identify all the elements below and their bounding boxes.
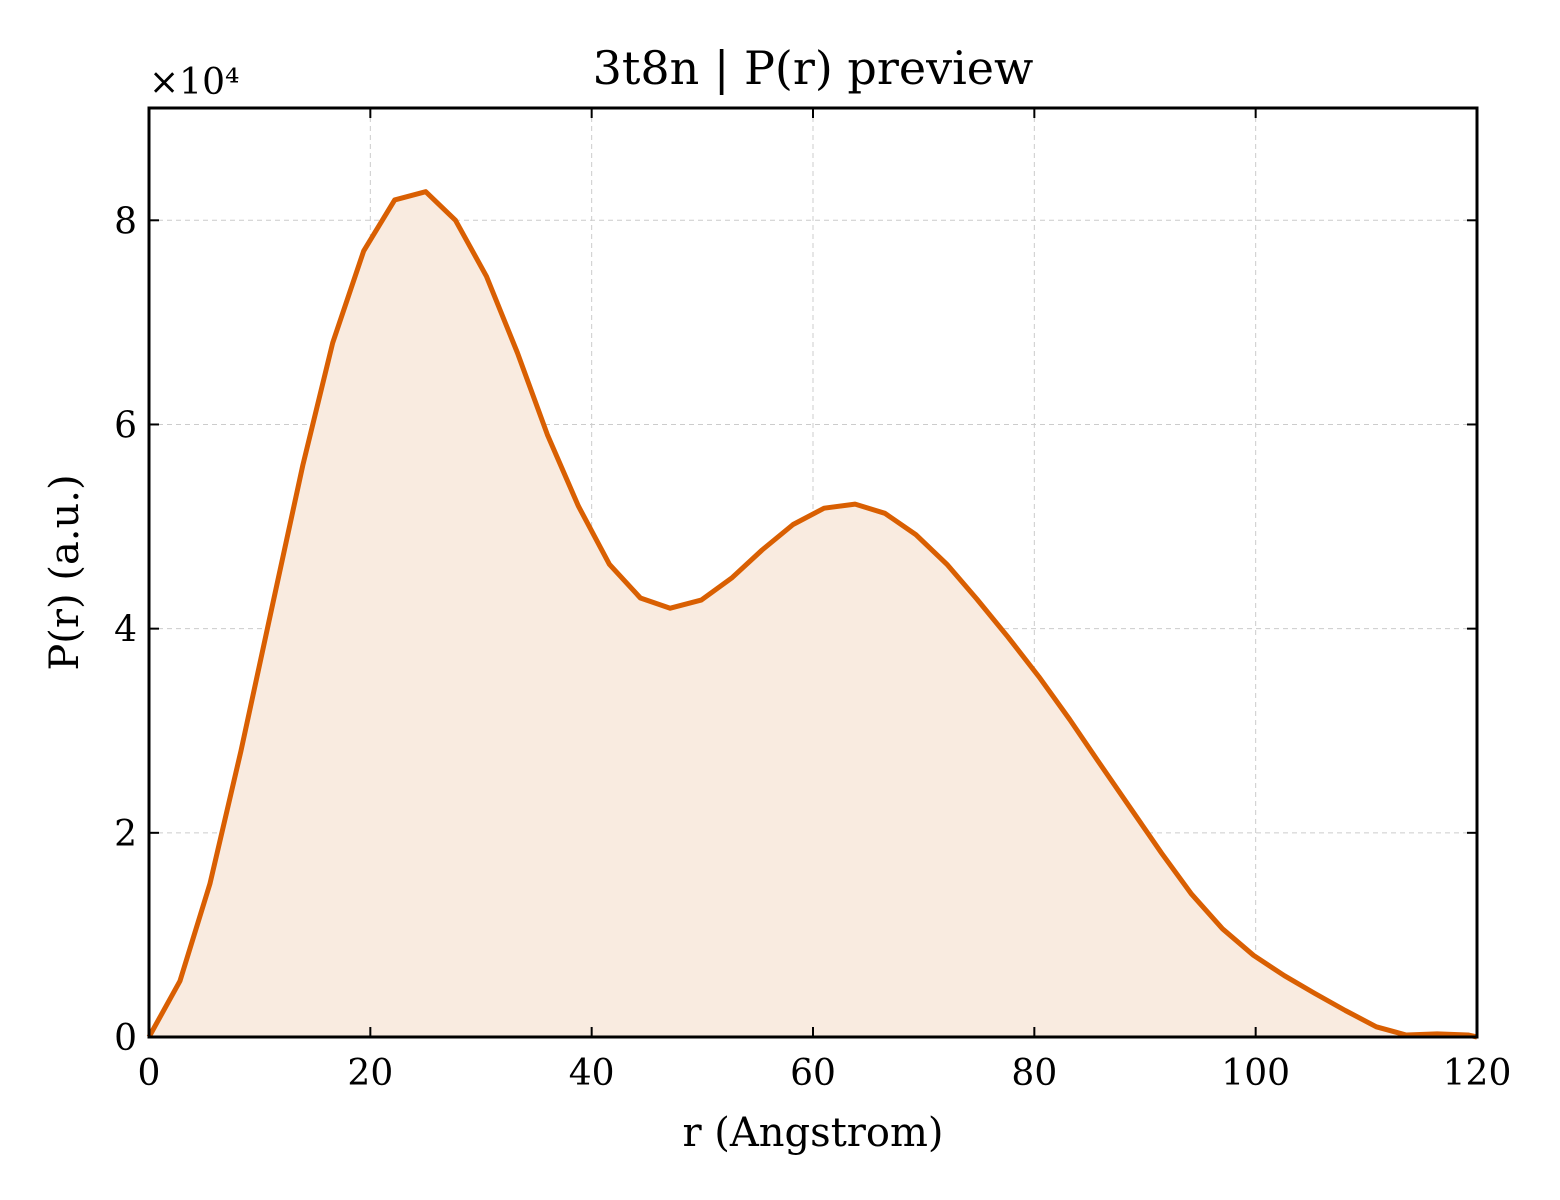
chart-title: 3t8n | P(r) preview [593,41,1034,95]
x-tick-label: 120 [1443,1053,1512,1094]
x-tick-label: 60 [790,1053,836,1094]
y-axis-label: P(r) (a.u.) [42,474,88,670]
y-axis-offset-label: ×10⁴ [149,62,239,103]
series-line [146,189,1478,1040]
y-tick-label: 2 [114,814,137,855]
axis-ticks: 0 20 40 60 80 100 120 0 2 4 6 8 [114,108,1511,1094]
x-axis-label: r (Angstrom) [682,1110,943,1156]
y-tick-label: 6 [114,405,137,446]
x-tick-label: 80 [1011,1053,1057,1094]
x-tick-label: 100 [1221,1053,1290,1094]
y-tick-label: 4 [114,610,137,651]
x-tick-label: 0 [138,1053,161,1094]
x-tick-label: 40 [569,1053,615,1094]
y-tick-label: 8 [114,201,137,242]
x-tick-label: 20 [347,1053,393,1094]
plot-frame [147,106,1479,1039]
y-tick-label: 0 [114,1018,137,1059]
area-fill [149,191,1477,1037]
